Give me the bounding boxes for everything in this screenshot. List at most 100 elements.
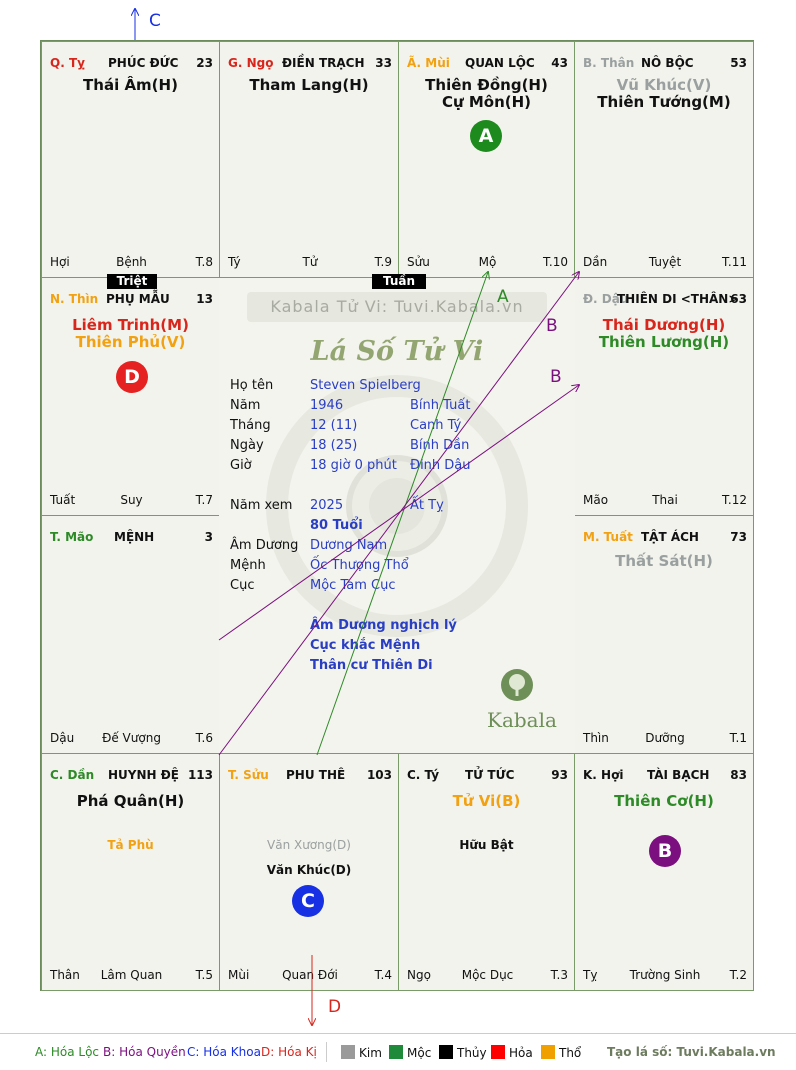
info-can-chi: Bính Dần [410,438,470,453]
month-label: T.3 [550,968,568,982]
palace-branch: T. Sửu [228,768,269,782]
palace-name: PHÚC ĐỨC [108,56,179,70]
legend-thuy-label: Thủy [457,1046,487,1060]
palace-age: 33 [375,56,392,70]
hoa-khoa-marker: C [292,885,324,917]
month-label: T.1 [729,731,747,745]
month-label: T.10 [543,255,568,269]
palace-branch: Q. Tỵ [50,56,85,70]
palace-age: 23 [196,56,213,70]
info-value: Steven Spielberg [310,378,421,393]
palace-age: 13 [196,292,213,306]
palace-name: QUAN LỘC [465,56,535,70]
trang-sinh-stage: Bệnh [116,255,147,269]
trang-sinh-stage: Suy [120,493,143,507]
tree-icon [501,669,533,701]
palace-thin[interactable]: N. Thìn PHỤ MẪU 13 Liêm Trinh(M) Thiên Phủ… [41,277,220,516]
palace-name: PHỤ MẪU [106,292,170,306]
chart-title: Lá Số Tử Vi [310,336,484,367]
legend-hoa-loc: A: Hóa Lộc [35,1045,100,1059]
palace-age: 73 [730,530,747,544]
arrow-label-b1: B [546,316,558,336]
month-label: T.7 [195,493,213,507]
month-label: T.2 [729,968,747,982]
month-label: T.11 [722,255,747,269]
palace-age: 103 [366,768,392,782]
trang-sinh-branch: Mão [583,493,609,507]
trang-sinh-branch: Tuất [50,493,76,507]
trang-sinh-stage: Tử [302,255,318,269]
info-label: Năm xem [230,498,293,513]
site-link[interactable]: Tạo lá số: Tuvi.Kabala.vn [607,1045,776,1059]
minor-star-2: Văn Khúc(D) [266,863,352,877]
palace-name: THIÊN DI <THÂN> [617,292,739,306]
tuan-tag: Tuần [372,274,426,289]
major-star-2: Thiên Phủ(V) [75,333,186,351]
trang-sinh-stage: Thai [652,493,678,507]
palace-dau[interactable]: Đ. Dậu THIÊN DI <THÂN> 63 Thái Dương(H) Th… [574,277,754,516]
minor-star: Văn Xương(D) [267,838,351,852]
legend-hoa-label: Hỏa [509,1046,533,1060]
palace-mao[interactable]: T. Mão MỆNH 3 Dậu Đế Vượng T.6 [41,515,220,754]
info-value: Dương Nam [310,538,388,553]
palace-branch: C. Dần [50,768,95,782]
info-value: Ốc Thượng Thổ [310,558,409,573]
month-label: T.12 [722,493,747,507]
major-star: Thái Âm(H) [83,76,178,94]
palace-age: 43 [551,56,568,70]
palace-mui[interactable]: Ã. Mùi QUAN LỘC 43 Thiên Đồng(H) Cự Môn(H)… [398,41,575,278]
hoa-swatch [491,1045,505,1059]
major-star-2: Thiên Lương(H) [598,333,730,351]
legend-moc: Mộc [389,1045,431,1060]
arrow-label-c: C [149,11,161,31]
trang-sinh-branch: Hợi [50,255,70,269]
trang-sinh-branch: Dậu [50,731,75,745]
palace-branch: Đ. Dậu [583,292,629,306]
trang-sinh-branch: Sửu [407,255,430,269]
month-label: T.6 [195,731,213,745]
month-label: T.4 [374,968,392,982]
info-value: 2025 [310,498,344,513]
palace-name: MỆNH [114,530,155,544]
palace-tyy[interactable]: C. Tý TỬ TỨC 93 Tử Vi(B) Hữu Bật Ngọ Mộc Dụ… [398,753,575,991]
palace-ngo[interactable]: G. Ngọ ĐIỀN TRẠCH 33 Tham Lang(H) Tý Tử T.9 [219,41,399,278]
palace-age: 63 [730,292,747,306]
palace-tuat[interactable]: M. Tuất TẬT ÁCH 73 Thất Sát(H) Thìn Dưỡng T.… [574,515,754,754]
palace-suu[interactable]: T. Sửu PHU THÊ 103 Văn Xương(D) Văn Khúc(D… [219,753,399,991]
note-text: Cục khắc Mệnh [310,638,421,653]
palace-branch: M. Tuất [583,530,633,544]
palace-branch: K. Hợi [583,768,624,782]
trang-sinh-stage: Mộc Dục [461,968,514,982]
moc-swatch [389,1045,403,1059]
month-label: T.9 [374,255,392,269]
info-label: Ngày [230,438,264,453]
palace-hoi[interactable]: K. Hợi TÀI BẠCH 83 Thiên Cơ(H) B Tỵ Trường … [574,753,754,991]
palace-than[interactable]: B. Thân NÔ BỘC 53 Vũ Khúc(V) Thiên Tướng(M… [574,41,754,278]
palace-age: 93 [551,768,568,782]
legend-moc-label: Mộc [407,1046,432,1060]
legend-bar: A: Hóa Lộc B: Hóa Quyền C: Hóa Khoa D: H… [0,1033,796,1070]
legend-kim-label: Kim [359,1046,382,1060]
age-value: 80 Tuổi [310,518,363,533]
legend-tho: Thổ [541,1045,581,1060]
trang-sinh-branch: Tỵ [583,968,598,982]
palace-branch: B. Thân [583,56,635,70]
trang-sinh-stage: Trường Sinh [629,968,701,982]
legend-kim: Kim [341,1045,382,1060]
major-star: Thiên Đồng(H) [425,76,548,94]
kabala-logo: Kabala [487,668,557,732]
major-star: Thiên Cơ(H) [614,792,714,810]
info-value: 18 (25) [310,438,358,453]
major-star-2: Thiên Tướng(M) [597,93,731,111]
palace-ty[interactable]: Q. Tỵ PHÚC ĐỨC 23 Thái Âm(H) Hợi Bệnh T.8 [41,41,220,278]
palace-name: TỬ TỨC [465,768,515,782]
major-star: Tử Vi(B) [452,792,521,810]
triet-tag: Triệt [107,274,157,289]
trang-sinh-stage: Lâm Quan [100,968,163,982]
hoa-loc-marker: A [470,120,502,152]
major-star: Thất Sát(H) [615,552,713,570]
palace-dan[interactable]: C. Dần HUYNH ĐỆ 113 Phá Quân(H) Tả Phù Thâ… [41,753,220,991]
info-can-chi: Đinh Dậu [410,458,471,473]
trang-sinh-stage: Tuyệt [648,255,682,269]
legend-hoa-khoa: C: Hóa Khoa [187,1045,261,1059]
